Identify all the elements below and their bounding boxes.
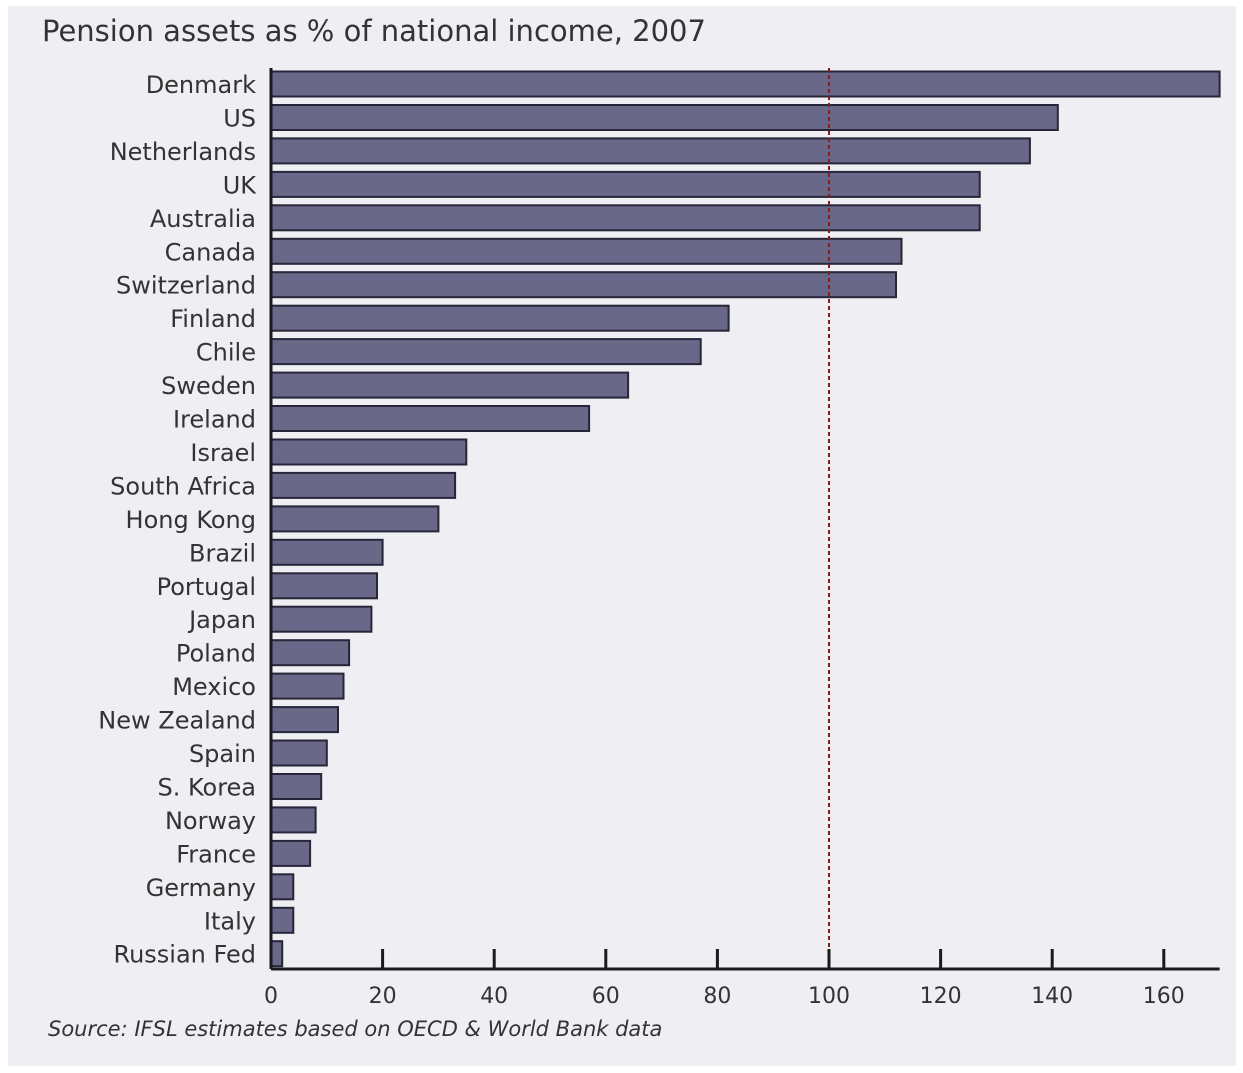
category-label-switzerland: Switzerland: [116, 272, 256, 300]
bar-denmark: [270, 70, 1221, 98]
category-label-uk: UK: [223, 171, 258, 199]
bars-group: [270, 70, 1221, 968]
bar-hong-kong: [270, 505, 440, 533]
category-label-canada: Canada: [165, 238, 256, 266]
bar-canada: [270, 237, 903, 265]
bar-russian-fed: [270, 940, 284, 968]
category-label-italy: Italy: [204, 907, 256, 935]
x-tick-label-60: 60: [592, 984, 620, 1009]
category-label-s-korea: S. Korea: [157, 774, 256, 802]
category-label-denmark: Denmark: [146, 71, 256, 99]
chart-source-note: Source: IFSL estimates based on OECD & W…: [48, 1017, 663, 1041]
bar-netherlands: [270, 137, 1031, 165]
category-label-hong-kong: Hong Kong: [126, 506, 256, 534]
x-tick-label-160: 160: [1143, 984, 1185, 1009]
category-label-sweden: Sweden: [161, 372, 256, 400]
bar-mexico: [270, 672, 345, 700]
bar-australia: [270, 204, 981, 232]
bar-brazil: [270, 538, 384, 566]
bar-us: [270, 104, 1059, 131]
category-label-germany: Germany: [146, 874, 256, 902]
x-tick-label-100: 100: [808, 984, 850, 1009]
category-label-poland: Poland: [176, 640, 256, 668]
bar-s-korea: [270, 773, 323, 800]
x-tick-label-40: 40: [480, 984, 508, 1009]
category-label-mexico: Mexico: [172, 673, 256, 701]
x-tick-label-80: 80: [703, 984, 731, 1009]
category-label-israel: Israel: [190, 439, 256, 467]
bar-new-zealand: [270, 706, 339, 734]
x-tick-label-120: 120: [920, 984, 962, 1009]
x-tick-label-20: 20: [369, 984, 397, 1009]
category-label-finland: Finland: [170, 305, 256, 333]
category-labels-group: Denmark US Netherlands UK Australia Canada Swi…: [98, 71, 257, 969]
category-label-new-zealand: New Zealand: [98, 707, 256, 735]
category-label-japan: Japan: [187, 606, 256, 634]
category-label-russian-fed: Russian Fed: [113, 941, 256, 969]
x-tick-label-140: 140: [1031, 984, 1073, 1009]
category-label-portugal: Portugal: [157, 573, 256, 601]
bar-switzerland: [270, 271, 897, 299]
category-label-france: France: [176, 840, 256, 868]
category-label-australia: Australia: [150, 205, 256, 233]
category-label-netherlands: Netherlands: [110, 138, 256, 166]
bar-uk: [270, 170, 981, 198]
chart-title: Pension assets as % of national income, …: [42, 14, 706, 48]
x-tick-label-0: 0: [264, 984, 278, 1009]
x-axis: 0 20 40 60 80 100 120 140 160: [264, 68, 1220, 1009]
bar-france: [270, 839, 312, 867]
bar-sweden: [270, 371, 630, 399]
bar-portugal: [270, 572, 378, 600]
bar-finland: [270, 304, 730, 332]
category-label-spain: Spain: [189, 740, 256, 768]
category-label-brazil: Brazil: [189, 539, 256, 567]
category-label-norway: Norway: [165, 807, 256, 835]
bar-israel: [270, 438, 468, 466]
bar-germany: [270, 873, 295, 901]
bar-poland: [270, 639, 351, 667]
bar-south-africa: [270, 471, 457, 499]
bar-ireland: [270, 405, 591, 432]
bar-japan: [270, 605, 373, 633]
category-label-chile: Chile: [196, 339, 256, 367]
category-label-ireland: Ireland: [173, 406, 256, 434]
bar-norway: [270, 806, 317, 834]
bar-spain: [270, 739, 328, 767]
category-label-south-africa: South Africa: [110, 472, 256, 500]
bar-chile: [270, 338, 702, 366]
bar-italy: [270, 906, 295, 934]
category-label-us: US: [223, 105, 256, 133]
